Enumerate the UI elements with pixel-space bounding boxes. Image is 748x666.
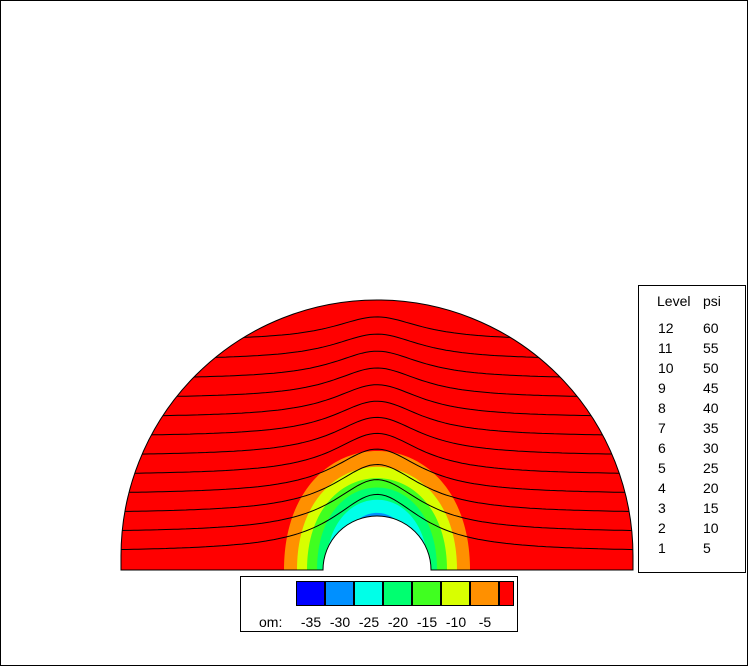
psi-legend-value: 55 [703,340,719,356]
psi-legend-level: 5 [658,460,666,476]
om-colorbar-tick: -25 [358,614,380,630]
psi-legend-level: 8 [658,400,666,416]
psi-legend-row: 10 50 [639,360,745,378]
psi-legend-value: 10 [703,520,719,536]
psi-legend-value: 25 [703,460,719,476]
psi-legend-level: 10 [658,360,674,376]
psi-legend-level: 6 [658,440,666,456]
psi-legend-row: 5 25 [639,460,745,478]
psi-legend-level: 2 [658,520,666,536]
psi-legend-level: 12 [658,320,674,336]
psi-legend-level-header: Level [657,293,691,309]
psi-streamline [121,463,633,513]
psi-legend-row: 2 10 [639,520,745,538]
psi-legend-value: 40 [703,400,719,416]
om-colorbar-swatch [499,581,514,606]
psi-legend-row: 11 55 [639,340,745,358]
om-colorbar-swatch [354,581,383,606]
psi-legend-level: 4 [658,480,666,496]
psi-legend-value-header: psi [703,293,721,309]
psi-legend-value: 60 [703,320,719,336]
flow-domain [121,300,633,570]
psi-streamline [121,350,633,379]
domain-outline [120,299,634,571]
om-colorbar-swatch [325,581,354,606]
om-colorbar-tick: -35 [300,614,322,630]
om-colorbar-swatch [441,581,470,606]
psi-legend-level: 9 [658,380,666,396]
psi-streamline [121,448,633,494]
psi-legend-row: 7 35 [639,420,745,438]
psi-level-legend: Level psi 12 60 11 55 10 50 9 45 8 40 7 35 6 30 5 25 4 20… [638,285,746,573]
om-colorbar-tick: -5 [478,614,492,630]
psi-legend-value: 30 [703,440,719,456]
om-colorbar-tick: -15 [416,614,438,630]
om-colorbar-swatch [296,581,325,606]
psi-streamline [121,416,633,455]
psi-legend-value: 50 [703,360,719,376]
om-colorbar-swatch [412,581,441,606]
om-background-region [121,300,633,570]
psi-legend-level: 11 [658,340,673,356]
psi-streamline [121,432,633,475]
psi-legend-level: 1 [658,540,666,556]
om-colorbar-label: om: [259,614,283,630]
psi-streamline [121,384,633,417]
om-colorbar-tick: -30 [329,614,351,630]
psi-legend-row: 8 40 [639,400,745,418]
om-colorbar-swatch [470,581,499,606]
psi-legend-level: 7 [658,420,666,436]
om-colorbar-swatch [383,581,412,606]
psi-legend-value: 35 [703,420,719,436]
om-colorbar-tick: -20 [387,614,409,630]
om-contour-band [351,516,403,570]
om-colorbar-tick: -10 [445,614,467,630]
psi-legend-value: 15 [703,500,719,516]
psi-streamline [121,367,633,398]
psi-streamline [121,479,633,532]
psi-legend-level: 3 [658,500,666,516]
psi-legend-row: 6 30 [639,440,745,458]
psi-legend-row: 4 20 [639,480,745,498]
psi-legend-value: 5 [703,540,711,556]
psi-legend-row: 3 15 [639,500,745,518]
psi-streamline [121,493,633,551]
psi-legend-value: 45 [703,380,719,396]
psi-streamline [121,400,633,436]
psi-legend-value: 20 [703,480,719,496]
psi-legend-header: Level psi [639,293,745,311]
psi-legend-row: 9 45 [639,380,745,398]
om-colorbar-legend: om: -35 -30 -25 -20 -15 -10 -5 [240,576,518,632]
psi-legend-row: 12 60 [639,320,745,338]
